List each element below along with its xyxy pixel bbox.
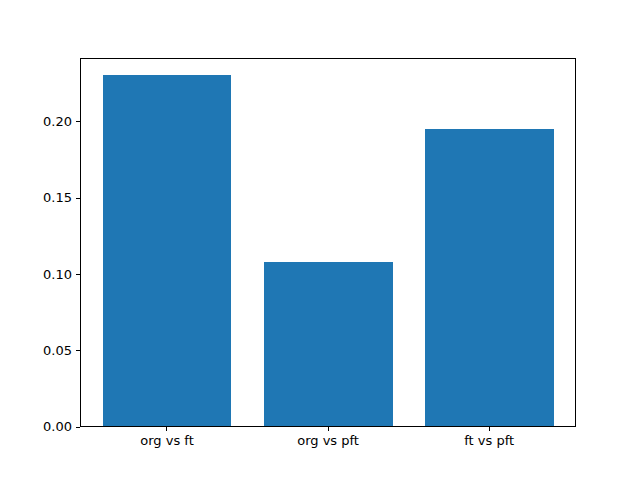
y-tick-label: 0.20: [0, 114, 72, 130]
x-tick-mark: [166, 427, 167, 431]
x-tick-label: org vs ft: [97, 433, 237, 449]
y-tick-mark: [76, 427, 80, 428]
bar-3: [425, 129, 554, 427]
y-tick-mark: [76, 121, 80, 122]
y-tick-mark: [76, 274, 80, 275]
y-tick-label: 0.00: [0, 419, 72, 435]
x-tick-mark: [328, 427, 329, 431]
y-tick-label: 0.05: [0, 343, 72, 359]
y-tick-mark: [76, 350, 80, 351]
y-tick-label: 0.15: [0, 190, 72, 206]
y-tick-label: 0.10: [0, 267, 72, 283]
y-tick-mark: [76, 198, 80, 199]
x-tick-label: ft vs pft: [419, 433, 559, 449]
bar-chart-figure: 0.00 0.05 0.10 0.15 0.20 org vs ft org vs pft f…: [0, 0, 640, 480]
bar-1: [103, 75, 232, 427]
x-tick-mark: [489, 427, 490, 431]
x-tick-label: org vs pft: [258, 433, 398, 449]
bar-2: [264, 262, 393, 427]
